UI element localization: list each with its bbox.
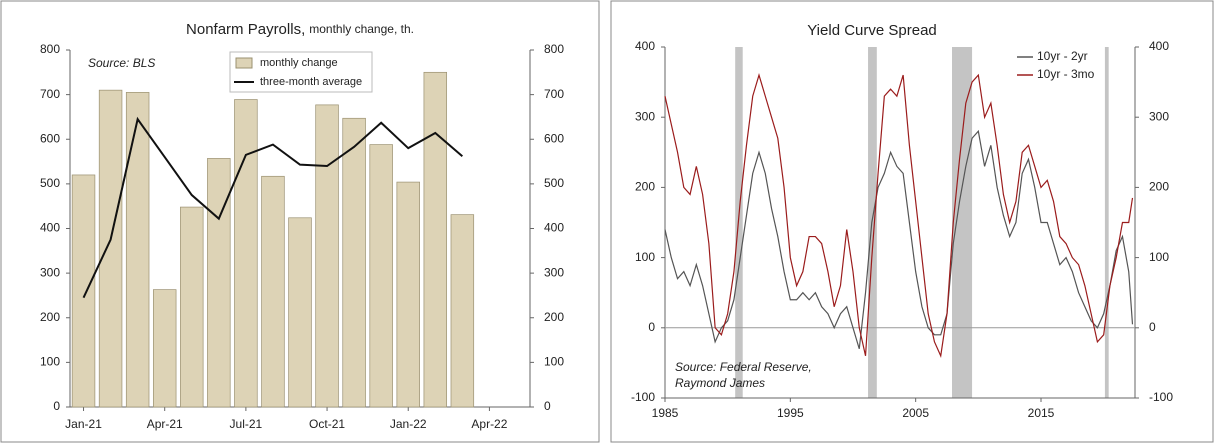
annotation: Raymond James	[675, 376, 765, 390]
y2-tick-label: 100	[1149, 250, 1169, 264]
y-tick-label: 100	[40, 355, 60, 369]
x-tick-label: 1995	[777, 406, 804, 420]
panel-border	[610, 0, 1214, 443]
y-tick-label: 800	[40, 42, 60, 56]
legend-label: 10yr - 3mo	[1037, 67, 1095, 81]
y2-tick-label: 600	[544, 131, 564, 145]
legend-box	[229, 51, 373, 93]
y-tick-label: 300	[635, 109, 655, 123]
bar	[288, 217, 312, 408]
y-tick-label: 100	[635, 250, 655, 264]
bar	[423, 71, 448, 408]
y-tick-label: 500	[40, 176, 60, 190]
bar	[261, 175, 285, 408]
annotation: Source: Federal Reserve,	[675, 360, 812, 374]
chart-subtitle: monthly change, th.	[309, 22, 414, 36]
x-tick-label: Apr-21	[147, 417, 183, 431]
title-main: Nonfarm Payrolls,	[186, 21, 305, 38]
y2-tick-label: 400	[1149, 39, 1169, 53]
bar	[152, 289, 177, 408]
legend-swatch	[235, 57, 253, 69]
x-tick-label: Oct-21	[309, 417, 345, 431]
recession-band	[1104, 47, 1109, 398]
y2-tick-label: 200	[544, 310, 564, 324]
title-main: Yield Curve Spread	[807, 22, 937, 39]
y2-tick-label: 0	[1149, 320, 1156, 334]
y2-tick-label: 300	[544, 265, 564, 279]
legend-label: monthly change	[260, 57, 338, 69]
legend-label: 10yr - 2yr	[1037, 49, 1088, 63]
panel-border	[0, 0, 600, 443]
legend-label: three-month average	[260, 76, 362, 88]
y-tick-label: 200	[635, 180, 655, 194]
y-tick-label: 0	[648, 320, 655, 334]
bar	[71, 174, 96, 408]
recession-band	[952, 47, 973, 398]
y2-tick-label: 400	[544, 221, 564, 235]
y-tick-label: 600	[40, 131, 60, 145]
y-tick-label: 700	[40, 87, 60, 101]
annotation: Source: BLS	[88, 56, 155, 70]
y2-tick-label: 0	[544, 399, 551, 413]
y2-tick-label: 800	[544, 42, 564, 56]
bar	[315, 104, 339, 408]
x-tick-label: Jan-22	[390, 417, 427, 431]
x-tick-label: Apr-22	[471, 417, 507, 431]
bar	[396, 181, 420, 408]
y2-tick-label: 200	[1149, 180, 1169, 194]
bar	[369, 144, 393, 408]
line	[664, 72, 1134, 359]
x-tick-label: 2005	[902, 406, 929, 420]
y-tick-label: 0	[53, 399, 60, 413]
x-tick-label: Jul-21	[230, 417, 263, 431]
y2-tick-label: -100	[1149, 390, 1173, 404]
y-tick-label: 400	[635, 39, 655, 53]
bar	[180, 206, 204, 408]
recession-band	[868, 47, 877, 398]
chart-title: Yield Curve Spread	[807, 22, 937, 39]
x-tick-label: 2015	[1028, 406, 1055, 420]
x-tick-label: 1985	[652, 406, 679, 420]
bar	[234, 99, 258, 408]
recession-band	[735, 47, 743, 398]
y2-tick-label: 100	[544, 355, 564, 369]
y2-tick-label: 500	[544, 176, 564, 190]
y2-tick-label: 700	[544, 87, 564, 101]
bar	[450, 214, 475, 408]
y-tick-label: -100	[631, 390, 655, 404]
bar	[207, 158, 231, 408]
y2-tick-label: 300	[1149, 109, 1169, 123]
y-tick-label: 400	[40, 221, 60, 235]
y-tick-label: 200	[40, 310, 60, 324]
line	[82, 116, 464, 299]
y-tick-label: 300	[40, 265, 60, 279]
bar	[342, 117, 366, 408]
bar	[125, 92, 150, 408]
line	[664, 129, 1134, 350]
x-tick-label: Jan-21	[65, 417, 102, 431]
bar	[98, 89, 123, 408]
chart-title: Nonfarm Payrolls, monthly change, th.	[186, 21, 414, 38]
